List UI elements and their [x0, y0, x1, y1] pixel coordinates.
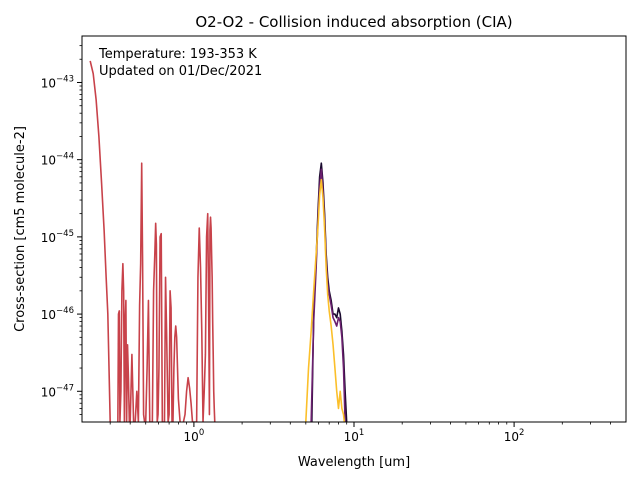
y-tick-label-3: 10−44: [41, 152, 74, 168]
series-line-0: [89, 60, 111, 422]
chart-title: O2-O2 - Collision induced absorption (CI…: [195, 13, 512, 31]
temperature-annotation: Temperature: 193-353 K: [98, 47, 257, 62]
y-tick-label-2: 10−45: [41, 229, 74, 245]
y-tick-label-4: 10−43: [41, 74, 74, 90]
x-axis: 100 101 102: [109, 422, 611, 444]
series-line-5: [305, 178, 346, 422]
x-tick-label-1: 101: [344, 428, 365, 444]
series-line-2: [182, 212, 216, 422]
updated-annotation: Updated on 01/Dec/2021: [99, 64, 262, 79]
y-axis-label: Cross-section [cm5 molecule-2]: [13, 126, 28, 332]
y-tick-label-1: 10−46: [41, 306, 74, 322]
x-tick-label-2: 102: [504, 428, 525, 444]
x-tick-label-0: 100: [184, 428, 205, 444]
y-tick-label-0: 10−47: [41, 383, 74, 399]
series-layer: [89, 60, 348, 422]
series-line-1: [117, 162, 181, 422]
x-axis-label: Wavelength [um]: [298, 455, 410, 470]
y-axis: 10−47 10−46 10−45 10−44 10−43: [41, 45, 82, 415]
